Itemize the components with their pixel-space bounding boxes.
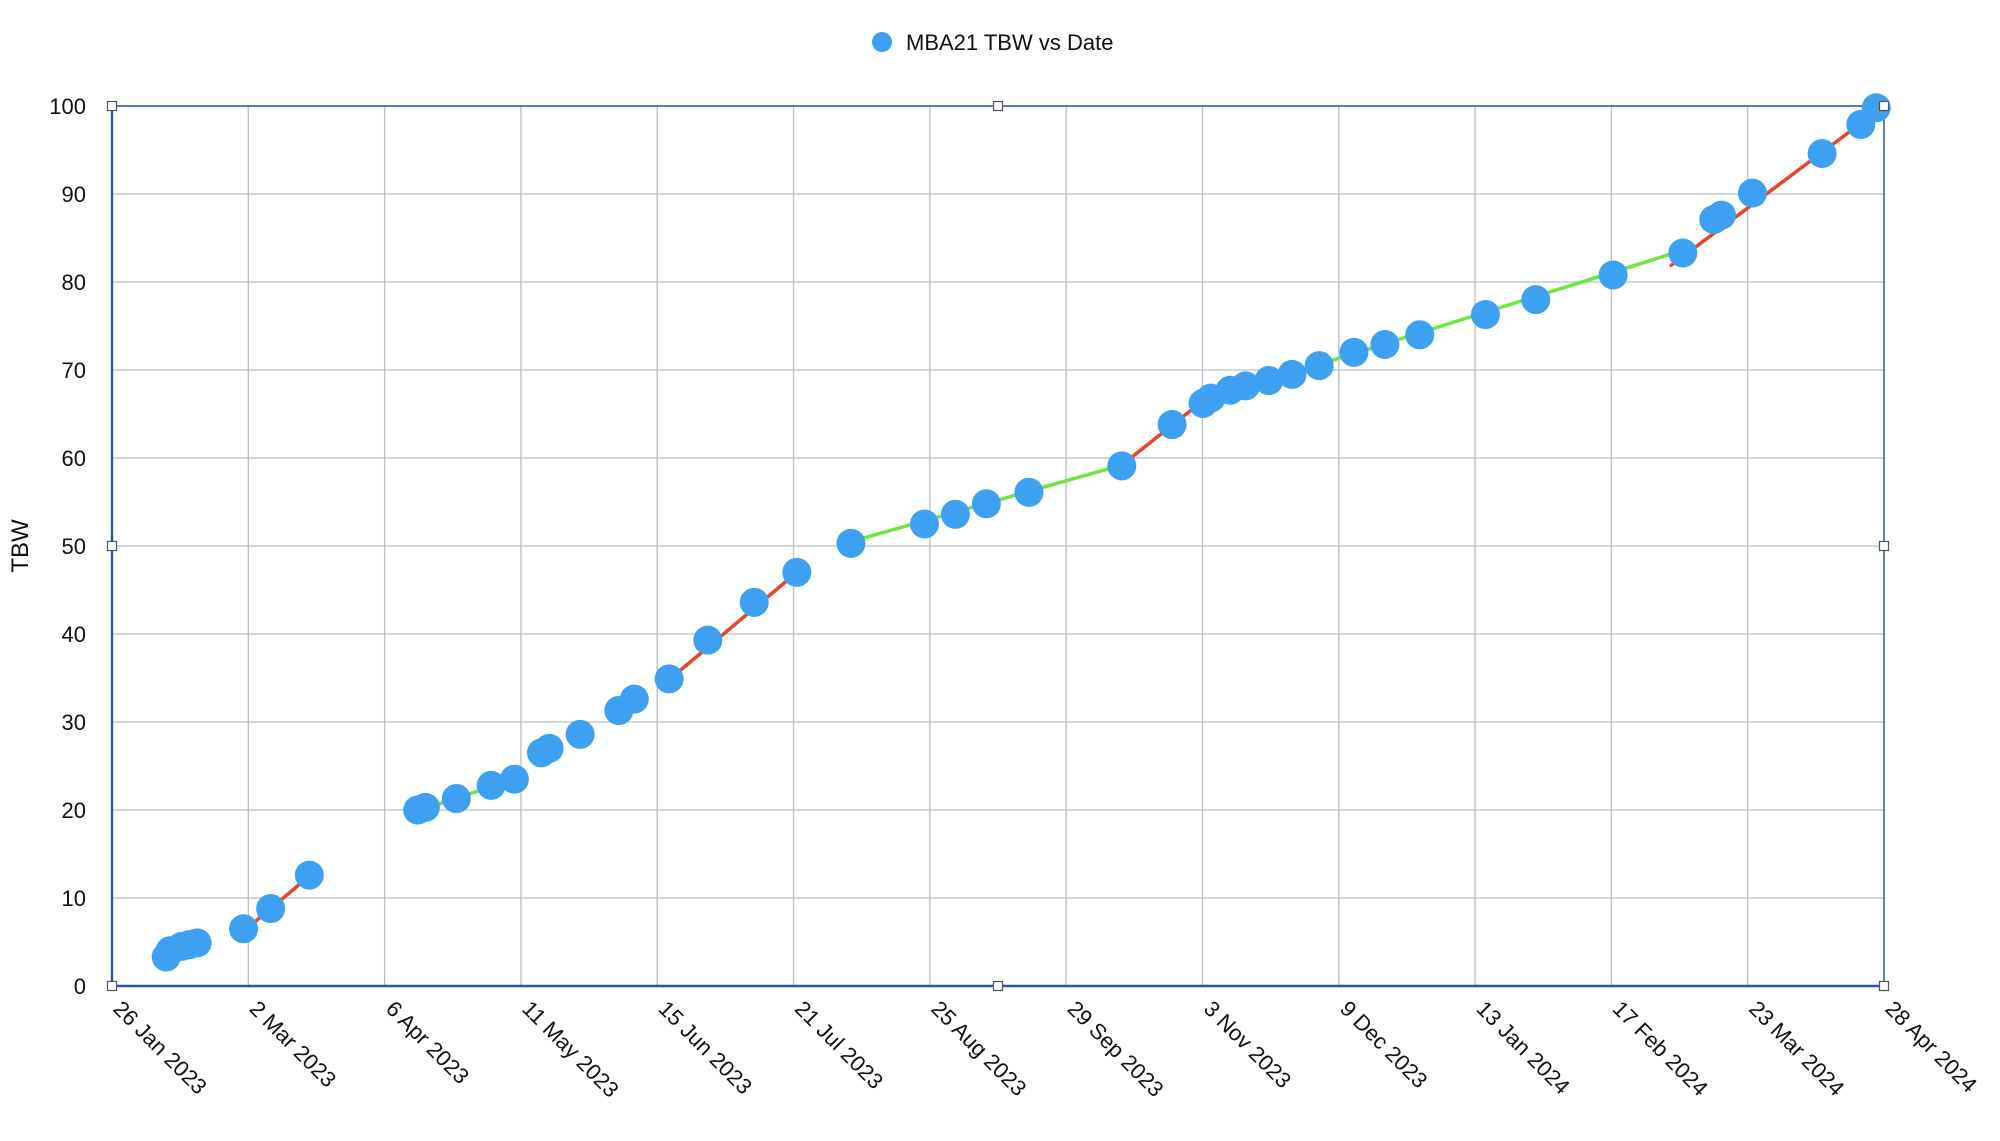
data-point bbox=[229, 914, 259, 944]
x-tick-label: 25 Aug 2023 bbox=[926, 996, 1031, 1101]
data-point bbox=[654, 664, 684, 694]
data-point bbox=[534, 733, 564, 763]
data-point bbox=[410, 792, 440, 822]
grid-lines bbox=[111, 105, 1885, 987]
x-tick-label: 26 Jan 2023 bbox=[108, 996, 211, 1099]
resize-handle[interactable] bbox=[1878, 100, 1890, 112]
data-point bbox=[1405, 320, 1435, 350]
data-points bbox=[151, 93, 1891, 972]
data-point bbox=[1277, 359, 1307, 389]
y-tick-label: 80 bbox=[62, 270, 86, 295]
data-point bbox=[1470, 300, 1500, 330]
trend-line bbox=[1669, 104, 1886, 268]
x-tick-label: 9 Dec 2023 bbox=[1335, 996, 1432, 1093]
data-point bbox=[1521, 285, 1551, 315]
data-point bbox=[1107, 451, 1137, 481]
data-point bbox=[1014, 477, 1044, 507]
data-point bbox=[1370, 329, 1400, 359]
data-point bbox=[1339, 337, 1369, 367]
y-tick-label: 10 bbox=[62, 886, 86, 911]
legend-marker bbox=[872, 32, 892, 52]
data-point bbox=[782, 557, 812, 587]
x-tick-label: 6 Apr 2023 bbox=[381, 996, 474, 1089]
y-tick-label: 60 bbox=[62, 446, 86, 471]
legend-label: MBA21 TBW vs Date bbox=[906, 30, 1113, 55]
data-point bbox=[1157, 410, 1187, 440]
data-point bbox=[940, 499, 970, 529]
y-tick-label: 90 bbox=[62, 182, 86, 207]
data-point bbox=[476, 770, 506, 800]
selection-handles[interactable] bbox=[106, 100, 1890, 992]
y-axis-title: TBW bbox=[7, 519, 34, 573]
data-point bbox=[693, 625, 723, 655]
data-point bbox=[836, 528, 866, 558]
resize-handle[interactable] bbox=[1878, 980, 1890, 992]
x-tick-label: 28 Apr 2024 bbox=[1880, 996, 1982, 1098]
resize-handle[interactable] bbox=[1878, 540, 1890, 552]
data-point bbox=[1304, 351, 1334, 381]
trend-lines bbox=[241, 104, 1886, 934]
x-tick-label: 29 Sep 2023 bbox=[1063, 996, 1169, 1102]
y-tick-label: 30 bbox=[62, 710, 86, 735]
x-tick-label: 21 Jul 2023 bbox=[790, 996, 888, 1094]
data-point bbox=[1231, 371, 1261, 401]
y-tick-label: 70 bbox=[62, 358, 86, 383]
legend: MBA21 TBW vs Date bbox=[872, 30, 1113, 55]
y-axis-ticks: 0 10 20 30 40 50 60 70 80 90 100 bbox=[49, 94, 86, 999]
data-point bbox=[971, 489, 1001, 519]
y-tick-label: 20 bbox=[62, 798, 86, 823]
data-point bbox=[1737, 178, 1767, 208]
y-tick-label: 0 bbox=[74, 974, 86, 999]
x-axis-ticks: 26 Jan 2023 2 Mar 2023 6 Apr 2023 11 May 20… bbox=[108, 996, 1982, 1102]
resize-handle[interactable] bbox=[106, 100, 118, 112]
data-point bbox=[294, 860, 324, 890]
trend-line bbox=[667, 570, 799, 682]
data-point bbox=[256, 894, 286, 924]
data-point bbox=[1668, 238, 1698, 268]
data-point bbox=[909, 509, 939, 539]
x-tick-label: 3 Nov 2023 bbox=[1199, 996, 1296, 1093]
resize-handle[interactable] bbox=[992, 980, 1004, 992]
data-point bbox=[565, 719, 595, 749]
resize-handle[interactable] bbox=[106, 980, 118, 992]
data-point bbox=[1254, 366, 1284, 396]
resize-handle[interactable] bbox=[992, 100, 1004, 112]
y-tick-label: 50 bbox=[62, 534, 86, 559]
x-tick-label: 17 Feb 2024 bbox=[1608, 996, 1713, 1101]
data-point bbox=[182, 928, 212, 958]
data-point bbox=[739, 587, 769, 617]
data-point bbox=[499, 764, 529, 794]
x-tick-label: 15 Jun 2023 bbox=[654, 996, 757, 1099]
data-point bbox=[619, 684, 649, 714]
y-tick-label: 40 bbox=[62, 622, 86, 647]
data-point bbox=[1807, 139, 1837, 169]
x-tick-label: 13 Jan 2024 bbox=[1472, 996, 1575, 1099]
x-tick-label: 2 Mar 2023 bbox=[245, 996, 341, 1092]
data-point bbox=[441, 784, 471, 814]
resize-handle[interactable] bbox=[106, 540, 118, 552]
data-point bbox=[1707, 200, 1737, 230]
data-point bbox=[1861, 93, 1891, 123]
x-tick-label: 11 May 2023 bbox=[517, 996, 623, 1102]
data-point bbox=[1598, 260, 1628, 290]
y-tick-label: 100 bbox=[49, 94, 86, 119]
x-tick-label: 23 Mar 2024 bbox=[1744, 996, 1849, 1101]
